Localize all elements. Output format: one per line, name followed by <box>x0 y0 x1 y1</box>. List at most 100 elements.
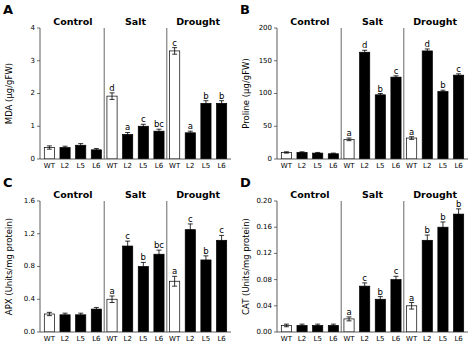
group-label: Salt <box>125 16 147 27</box>
y-axis <box>40 201 41 332</box>
bar <box>438 92 448 159</box>
x-tick-label: L6 <box>217 162 226 170</box>
x-tick-label: L5 <box>314 162 322 170</box>
bar <box>123 246 133 332</box>
error-line <box>364 283 365 290</box>
x-tick-label: WT <box>106 162 118 170</box>
error-bar <box>94 149 99 152</box>
significance-letter: b <box>378 84 383 94</box>
x-tick-label: L2 <box>298 162 306 170</box>
significance-letter: b <box>425 225 430 235</box>
error-cap <box>300 153 305 154</box>
x-tick-label: L5 <box>77 335 85 343</box>
x-tick-label: WT <box>281 335 293 343</box>
error-cap <box>378 301 383 302</box>
bar <box>313 153 323 159</box>
error-bar <box>78 144 83 147</box>
error-line <box>127 132 128 136</box>
error-bar <box>393 276 398 283</box>
y-tick-label: 0 <box>31 155 35 163</box>
bar <box>154 254 164 332</box>
group-label: Drought <box>413 16 457 27</box>
x-tick-label: L6 <box>392 335 401 343</box>
x-tick-label: L6 <box>92 162 101 170</box>
group-label: Control <box>53 16 92 27</box>
error-cap <box>284 153 289 154</box>
error-cap <box>425 52 430 53</box>
error-line <box>458 209 459 219</box>
y-tick <box>274 126 277 127</box>
group-separator <box>341 28 342 159</box>
bar <box>407 138 417 159</box>
x-tick-label: L5 <box>439 162 447 170</box>
x-tick-label: L5 <box>202 162 210 170</box>
y-tick <box>37 201 40 202</box>
bar <box>44 148 54 159</box>
error-bar <box>378 297 383 302</box>
error-line <box>221 235 222 245</box>
error-cap <box>425 245 430 246</box>
error-cap <box>300 151 305 152</box>
y-tick <box>274 279 277 280</box>
y-tick-label: 0.04 <box>256 302 272 310</box>
error-bar <box>110 296 115 303</box>
error-bar <box>47 146 52 149</box>
marks <box>281 49 463 159</box>
y-tick <box>274 93 277 94</box>
x-tick-label: WT <box>343 162 355 170</box>
marks <box>44 48 226 159</box>
significance-letter: b <box>141 252 146 262</box>
bar <box>138 126 148 159</box>
error-cap <box>315 324 320 325</box>
error-bar <box>425 235 430 245</box>
error-bar <box>188 131 193 134</box>
error-line <box>380 297 381 302</box>
y-tick <box>274 159 277 160</box>
x-tick-label: WT <box>106 335 118 343</box>
group-label: Salt <box>362 16 384 27</box>
error-line <box>395 276 396 283</box>
bar <box>328 325 338 332</box>
group-separator <box>403 201 404 332</box>
significance-letter: b <box>203 91 208 101</box>
error-line <box>190 131 191 134</box>
significance-letter: b <box>440 212 445 222</box>
error-line <box>427 49 428 53</box>
error-cap <box>284 324 289 325</box>
error-cap <box>188 235 193 236</box>
significance-letter: c <box>394 266 399 276</box>
x-tick-label: WT <box>406 335 418 343</box>
error-line <box>143 262 144 270</box>
error-line <box>96 307 97 310</box>
panel-letter: D <box>240 175 251 190</box>
error-bar <box>110 93 115 100</box>
figure: AMDA (µg/gFW)01234WTL2L5L6WTL2L5L6WTL2L5… <box>0 0 474 346</box>
significance-letter: c <box>141 114 146 124</box>
bar <box>297 152 307 159</box>
error-line <box>49 312 50 315</box>
error-bar <box>284 324 289 327</box>
y-tick-label: 1.2 <box>24 230 35 238</box>
error-cap <box>203 264 208 265</box>
error-line <box>174 276 175 286</box>
x-tick-label: L2 <box>360 162 368 170</box>
error-bar <box>172 276 177 286</box>
bar <box>454 75 464 159</box>
error-bar <box>47 312 52 315</box>
error-cap <box>300 326 305 327</box>
bar <box>44 314 54 332</box>
y-tick <box>37 126 40 127</box>
significance-letter: d <box>362 40 367 50</box>
x-tick-label: L2 <box>61 335 69 343</box>
error-cap <box>63 146 68 147</box>
error-line <box>80 144 81 147</box>
error-line <box>158 129 159 133</box>
error-cap <box>440 92 445 93</box>
error-line <box>427 235 428 245</box>
error-cap <box>47 149 52 150</box>
x-tick-label: L6 <box>155 335 164 343</box>
significance-letter: c <box>362 273 367 283</box>
bar <box>107 299 117 332</box>
y-axis <box>277 28 278 159</box>
bar <box>422 240 432 332</box>
